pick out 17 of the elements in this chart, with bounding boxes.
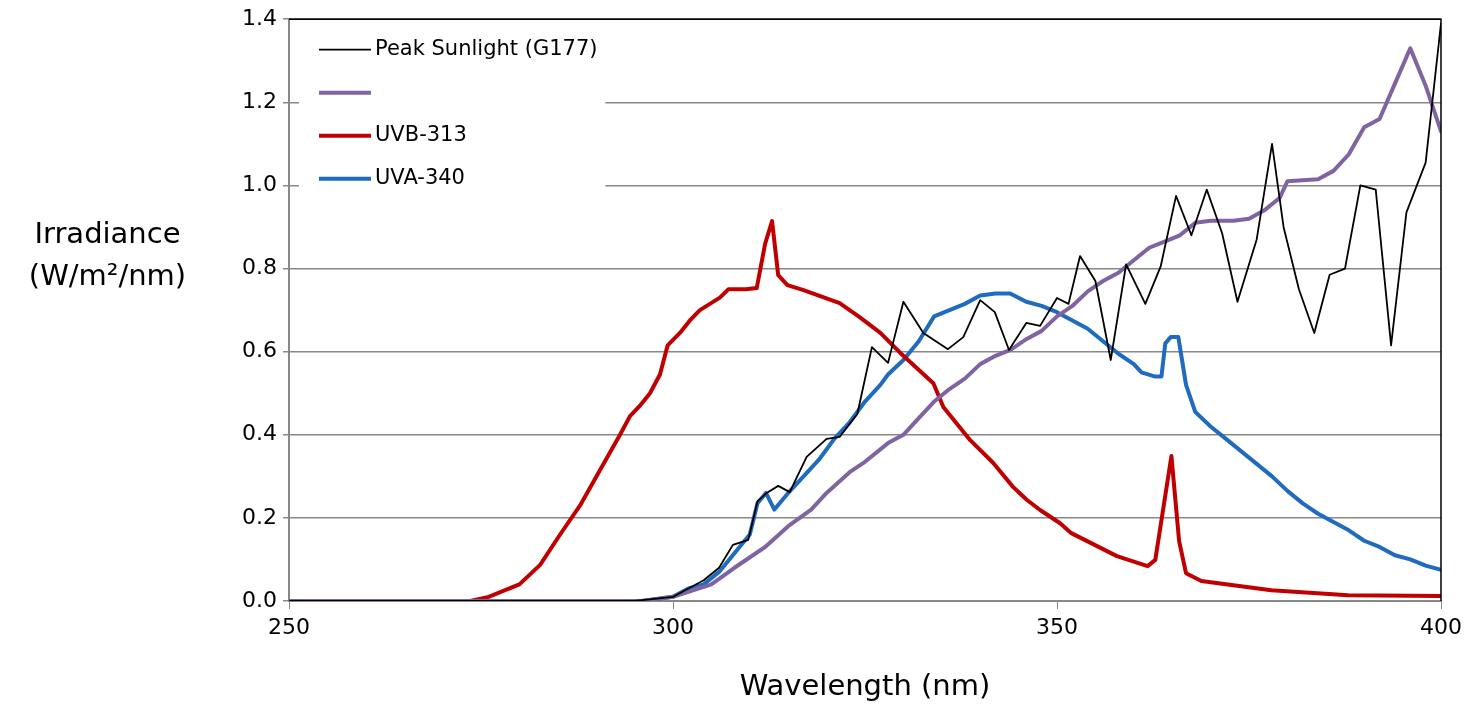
x-tick-label: 300 — [652, 613, 694, 639]
x-axis-title: Wavelength (nm) — [739, 668, 991, 703]
x-tick-label: 400 — [1420, 613, 1462, 639]
y-tick-label: 0.4 — [242, 420, 277, 446]
y-tick-label: 0.6 — [242, 337, 277, 363]
legend-label: Peak Sunlight (G177) — [375, 36, 598, 61]
legend-label: UVB-313 — [375, 122, 467, 147]
x-tick-label: 250 — [268, 613, 310, 639]
legend-label: UVA-340 — [375, 165, 465, 190]
y-tick-label: 0.8 — [242, 254, 277, 280]
x-tick-label: 350 — [1036, 613, 1078, 639]
y-tick-label: 1.2 — [242, 88, 277, 114]
y-tick-label: 1.4 — [242, 4, 277, 30]
y-tick-label: 0.2 — [242, 503, 277, 529]
y-tick-label: 0.0 — [242, 586, 277, 612]
y-axis-title: Irradiance (W/m²/nm) — [27, 215, 188, 295]
y-tick-label: 1.0 — [242, 171, 277, 197]
